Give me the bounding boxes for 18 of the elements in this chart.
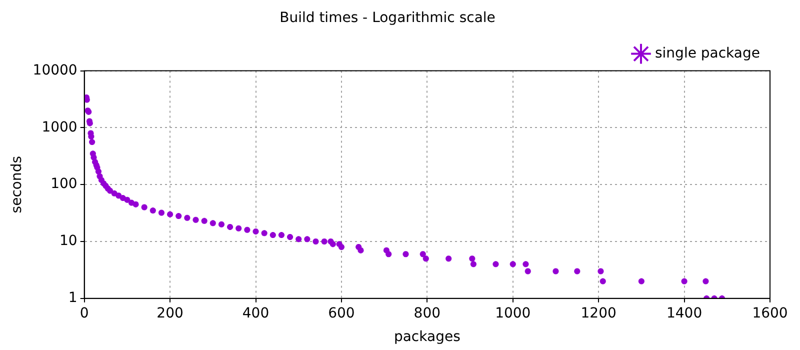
legend-label: single package [655, 45, 760, 62]
x-axis-title: packages [394, 329, 460, 346]
x-tick-label: 1400 [666, 305, 702, 322]
y-tick-label: 100 [50, 176, 78, 192]
y-tick-label: 1 [68, 290, 78, 306]
y-tick-label: 10000 [32, 62, 78, 78]
x-tick-label: 0 [80, 305, 89, 322]
x-tick-label: 800 [414, 305, 441, 322]
x-tick-label: 600 [328, 305, 355, 322]
x-tick-label: 1000 [495, 305, 531, 322]
y-tick-label: 10 [60, 233, 78, 250]
y-tick-label: 1000 [42, 119, 78, 136]
x-tick-label: 200 [156, 305, 184, 322]
x-tick-label: 1600 [752, 305, 788, 322]
x-tick-label: 400 [242, 305, 270, 322]
x-tick-label: 1200 [580, 305, 616, 322]
chart-title: Build times - Logarithmic scale [280, 10, 496, 26]
y-axis-title: seconds [9, 156, 26, 214]
